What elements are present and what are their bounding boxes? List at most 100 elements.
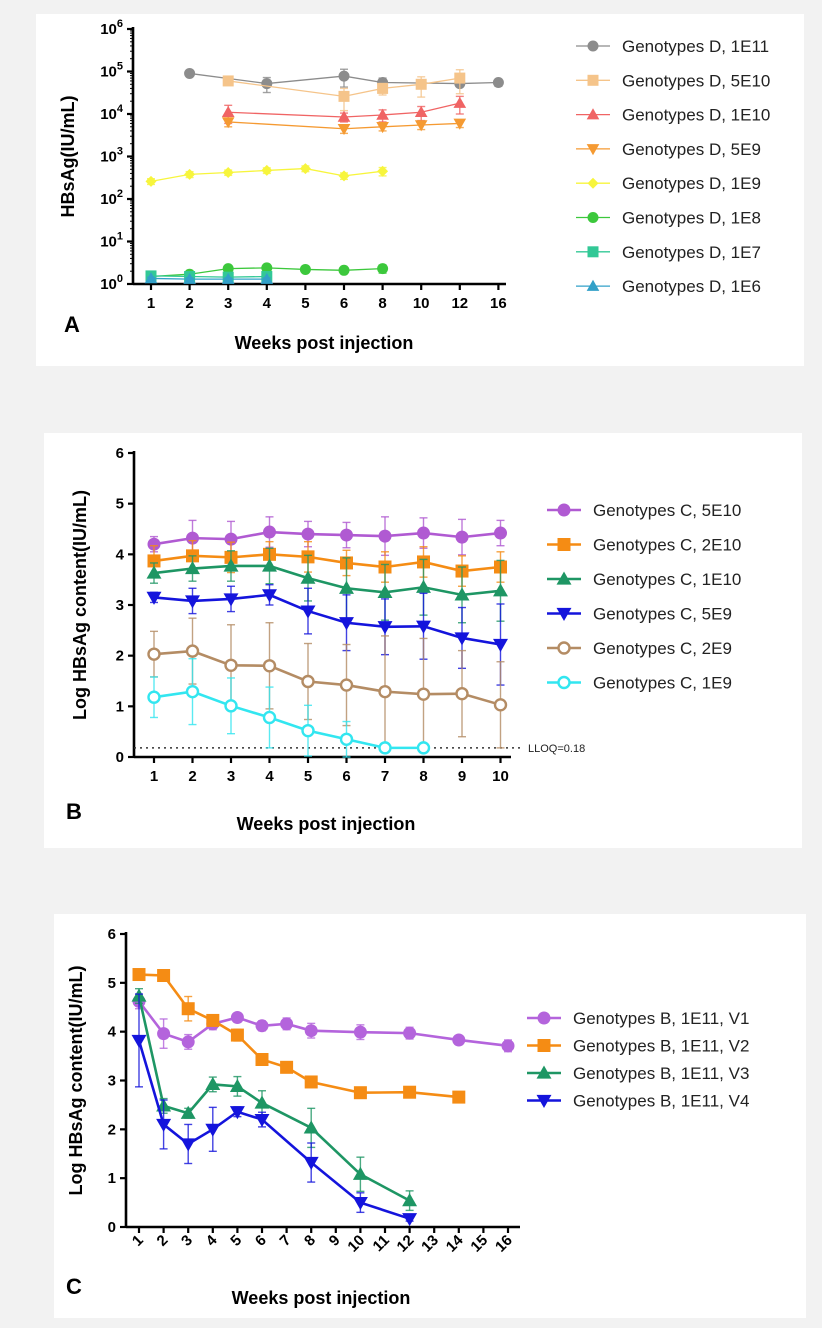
x-tick-label: 3 [224, 295, 232, 312]
data-point [339, 678, 354, 692]
legend-marker [557, 538, 571, 551]
data-point [417, 526, 430, 540]
data-point [493, 583, 508, 597]
panel-a: 100 101 102 103 104 105 106 1 2 3 4 5 6 8 10 12 16 Weeks … [36, 14, 804, 366]
data-point [180, 1105, 196, 1119]
y-tick-label: 3 [108, 1073, 116, 1090]
data-point [223, 593, 239, 607]
y-tick-label: 104 [100, 103, 124, 123]
y-tick-label: 1 [108, 1170, 116, 1187]
data-point [221, 272, 235, 284]
data-point [303, 1120, 319, 1134]
data-point [262, 558, 277, 572]
data-point [280, 1060, 294, 1074]
legend-label: Genotypes D, 1E11 [622, 37, 769, 56]
data-point [455, 686, 469, 701]
y-tick-label: 5 [116, 496, 124, 513]
data-point [301, 527, 315, 541]
chart-b: 0 1 2 3 4 5 6 1 2 3 4 5 6 7 8 9 10 Weeks post injection Lo… [66, 445, 741, 834]
data-point [454, 72, 466, 84]
data-point [493, 698, 508, 712]
panel-letter: B [66, 799, 82, 824]
x-tick-label: 3 [227, 768, 235, 785]
data-point [280, 1017, 294, 1031]
legend-label: Genotypes C, 2E9 [593, 639, 732, 658]
y-axis-title: HBsAg(IU/mL) [58, 96, 78, 218]
x-tick-label: 6 [252, 1232, 270, 1250]
y-tick-label: 105 [100, 61, 123, 81]
data-point [492, 77, 504, 89]
x-tick-label: 1 [129, 1232, 147, 1250]
legend-label: Genotypes C, 5E10 [593, 501, 741, 520]
data-point [183, 272, 196, 284]
data-point [206, 1013, 220, 1027]
data-point [378, 529, 392, 543]
x-tick-label: 10 [413, 295, 430, 312]
data-point [254, 1095, 270, 1109]
legend-label: Genotypes C, 1E9 [593, 674, 732, 693]
y-tick-label: 2 [108, 1121, 116, 1138]
x-tick-label: 14 [443, 1231, 467, 1255]
data-point [377, 263, 389, 275]
data-point [147, 647, 161, 661]
data-point [304, 1075, 318, 1089]
data-point [255, 1053, 269, 1067]
x-tick-label: 6 [342, 768, 350, 785]
panel-letter: C [66, 1274, 82, 1299]
series-line [153, 649, 501, 707]
legend-marker [587, 246, 599, 258]
data-point [416, 687, 431, 701]
x-tick-label: 12 [451, 295, 468, 312]
x-tick-label: 8 [419, 768, 427, 785]
data-point [339, 580, 354, 594]
data-point [377, 584, 393, 598]
series-line [189, 72, 499, 85]
legend-label: Genotypes D, 1E8 [622, 209, 761, 228]
y-tick-label: 0 [108, 1219, 116, 1236]
lloq-label: LLOQ=0.18 [528, 743, 585, 755]
legend-marker [556, 607, 572, 621]
legend-marker [557, 503, 571, 517]
data-point [377, 621, 393, 635]
data-point [453, 96, 467, 108]
series-line [153, 553, 501, 573]
data-point [205, 1076, 221, 1091]
data-point [403, 1085, 417, 1099]
data-point [338, 90, 350, 102]
series-line [137, 995, 411, 1202]
data-point [494, 526, 507, 540]
x-axis-title: Weeks post injection [235, 333, 414, 353]
data-point [493, 638, 508, 652]
data-point [181, 1002, 195, 1016]
x-axis-title: Weeks post injection [232, 1288, 411, 1308]
legend-label: Genotypes D, 5E9 [622, 140, 761, 159]
data-point [157, 1027, 171, 1041]
data-point [452, 1033, 466, 1047]
data-point [262, 710, 277, 725]
data-point [260, 272, 274, 284]
data-point [455, 530, 469, 544]
data-point [222, 263, 234, 275]
data-point [353, 1025, 367, 1039]
data-point [301, 723, 315, 738]
data-point [339, 732, 354, 746]
data-point [224, 658, 238, 672]
legend-label: Genotypes D, 1E7 [622, 243, 761, 262]
x-tick-label: 4 [263, 295, 272, 312]
y-tick-label: 4 [108, 1024, 117, 1041]
x-tick-label: 11 [370, 1232, 393, 1255]
x-tick-label: 9 [326, 1232, 344, 1250]
legend-marker [587, 177, 599, 189]
series-line [153, 593, 501, 646]
data-point [261, 164, 273, 176]
data-point [185, 595, 200, 609]
data-point [300, 570, 316, 584]
data-point [180, 1138, 196, 1152]
data-point [414, 120, 428, 132]
data-point [263, 525, 276, 539]
x-tick-label: 8 [378, 295, 386, 312]
legend-marker [557, 675, 571, 690]
series-line [137, 1040, 411, 1220]
